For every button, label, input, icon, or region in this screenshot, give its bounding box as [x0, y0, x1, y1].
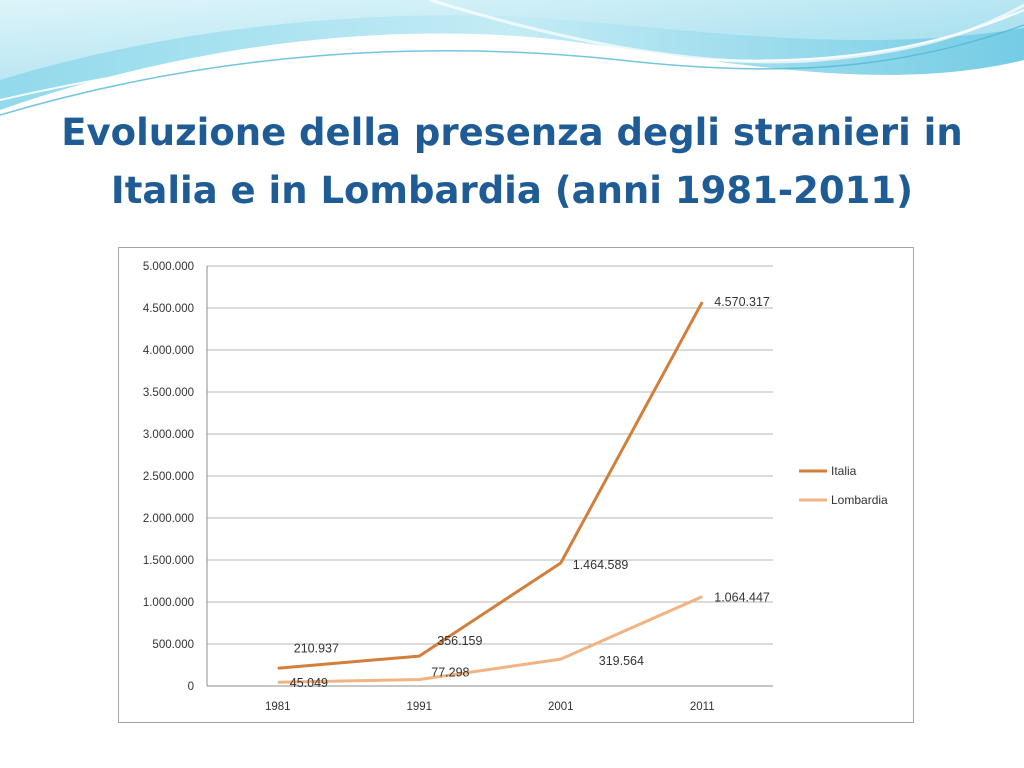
- x-tick-label: 1981: [265, 701, 291, 713]
- y-tick-label: 1.000.000: [143, 597, 194, 609]
- data-label-lombardia: 319.564: [599, 654, 644, 668]
- y-tick-label: 2.000.000: [143, 513, 194, 525]
- y-tick-label: 500.000: [152, 639, 194, 651]
- y-tick-label: 2.500.000: [143, 471, 194, 483]
- slide-title-line-2: Italia e in Lombardia (anni 1981-2011): [110, 169, 914, 212]
- data-label-italia: 1.464.589: [573, 558, 629, 572]
- data-label-italia: 4.570.317: [714, 295, 770, 309]
- series-line-lombardia: [277, 595, 703, 684]
- slide-title-line-1: Evoluzione della presenza degli stranier…: [61, 111, 963, 154]
- y-tick-label: 1.500.000: [143, 555, 194, 567]
- data-label-lombardia: 77.298: [431, 666, 469, 680]
- x-tick-label: 1991: [406, 701, 432, 713]
- slide-title: Evoluzione della presenza degli stranier…: [0, 104, 1024, 220]
- y-tick-label: 3.500.000: [143, 387, 194, 399]
- y-tick-label: 5.000.000: [143, 261, 194, 273]
- y-tick-label: 0: [188, 681, 194, 693]
- y-tick-label: 3.000.000: [143, 429, 194, 441]
- line-chart: 0 500.000 1.000.000 1.500.000 2.000.000 2.500…: [143, 261, 888, 713]
- data-label-italia: 210.937: [294, 641, 339, 655]
- x-tick-label: 2011: [690, 701, 715, 713]
- legend-label-lombardia: Lombardia: [831, 493, 888, 507]
- data-label-lombardia: 45.049: [290, 676, 328, 690]
- y-tick-label: 4.500.000: [143, 303, 194, 315]
- data-label-italia: 356.159: [437, 634, 482, 648]
- series-line-italia: [277, 301, 704, 670]
- data-label-lombardia: 1.064.447: [714, 591, 770, 605]
- y-tick-label: 4.000.000: [143, 345, 194, 357]
- legend-label-italia: Italia: [831, 464, 857, 478]
- x-tick-label: 2001: [548, 701, 574, 713]
- chart-frame: 0 500.000 1.000.000 1.500.000 2.000.000 2.500…: [118, 247, 914, 723]
